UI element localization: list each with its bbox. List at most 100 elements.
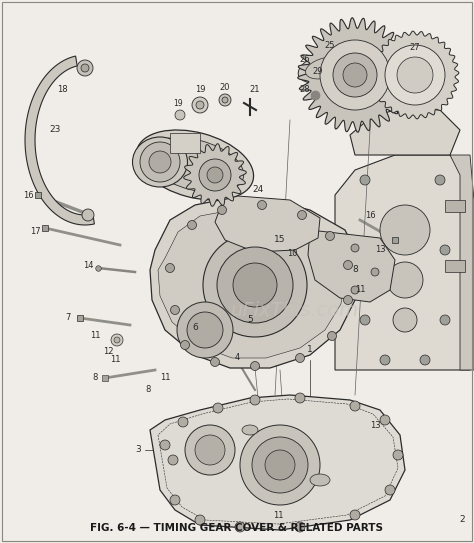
Circle shape xyxy=(195,515,205,525)
Polygon shape xyxy=(150,395,405,530)
Text: 18: 18 xyxy=(57,85,67,94)
Circle shape xyxy=(328,331,337,340)
Circle shape xyxy=(360,315,370,325)
Circle shape xyxy=(360,245,370,255)
Circle shape xyxy=(240,425,320,505)
Circle shape xyxy=(333,53,377,97)
Ellipse shape xyxy=(310,474,330,486)
Circle shape xyxy=(82,209,94,221)
Circle shape xyxy=(170,495,180,505)
Text: uFixThis.com: uFixThis.com xyxy=(231,300,359,319)
Circle shape xyxy=(250,395,260,405)
Ellipse shape xyxy=(137,130,254,200)
Text: 10: 10 xyxy=(287,249,297,257)
Circle shape xyxy=(233,263,277,307)
Text: 8: 8 xyxy=(92,374,98,382)
Circle shape xyxy=(420,355,430,365)
Text: 11: 11 xyxy=(160,374,170,382)
Circle shape xyxy=(195,435,225,465)
Circle shape xyxy=(213,403,223,413)
Circle shape xyxy=(175,110,185,120)
Circle shape xyxy=(371,268,379,276)
Circle shape xyxy=(387,262,423,298)
Circle shape xyxy=(168,455,178,465)
Text: 11: 11 xyxy=(273,510,283,520)
Text: FIG. 6-4 — TIMING GEAR COVER & RELATED PARTS: FIG. 6-4 — TIMING GEAR COVER & RELATED P… xyxy=(91,523,383,533)
Circle shape xyxy=(350,510,360,520)
Text: 29: 29 xyxy=(313,67,323,77)
Circle shape xyxy=(218,205,227,214)
Circle shape xyxy=(207,167,223,183)
Circle shape xyxy=(196,101,204,109)
Circle shape xyxy=(435,175,445,185)
Text: 11: 11 xyxy=(355,286,365,294)
Circle shape xyxy=(393,450,403,460)
Circle shape xyxy=(149,151,171,173)
Circle shape xyxy=(187,312,223,348)
Circle shape xyxy=(185,425,235,475)
Text: 24: 24 xyxy=(252,186,264,194)
Text: 26: 26 xyxy=(300,55,310,65)
Circle shape xyxy=(114,337,120,343)
Bar xyxy=(445,200,465,212)
Circle shape xyxy=(380,355,390,365)
Circle shape xyxy=(360,175,370,185)
Circle shape xyxy=(217,247,293,323)
Circle shape xyxy=(235,522,245,532)
Text: 13: 13 xyxy=(374,245,385,255)
Circle shape xyxy=(192,97,208,113)
Circle shape xyxy=(199,159,231,191)
Text: 13: 13 xyxy=(370,420,380,430)
Circle shape xyxy=(295,522,305,532)
Text: 20: 20 xyxy=(220,84,230,92)
Circle shape xyxy=(222,97,228,103)
Circle shape xyxy=(265,450,295,480)
Circle shape xyxy=(177,302,233,358)
Text: 15: 15 xyxy=(274,236,286,244)
Circle shape xyxy=(351,286,359,294)
Circle shape xyxy=(250,362,259,370)
Circle shape xyxy=(219,94,231,106)
Polygon shape xyxy=(158,210,345,358)
Text: 2: 2 xyxy=(459,515,465,525)
Polygon shape xyxy=(350,108,460,155)
Circle shape xyxy=(111,334,123,346)
Polygon shape xyxy=(298,17,412,132)
Ellipse shape xyxy=(146,137,244,192)
Polygon shape xyxy=(183,143,246,206)
Circle shape xyxy=(344,295,353,305)
Circle shape xyxy=(298,211,307,219)
Text: 19: 19 xyxy=(173,99,183,109)
Circle shape xyxy=(385,45,445,105)
Circle shape xyxy=(380,205,430,255)
Polygon shape xyxy=(335,155,470,370)
Circle shape xyxy=(326,231,335,241)
Polygon shape xyxy=(25,56,94,225)
Text: 1: 1 xyxy=(307,345,313,355)
Text: 8: 8 xyxy=(146,386,151,395)
Text: 4: 4 xyxy=(234,353,240,363)
Polygon shape xyxy=(371,31,459,119)
Polygon shape xyxy=(308,230,395,302)
Polygon shape xyxy=(150,198,360,368)
Text: 14: 14 xyxy=(83,261,93,269)
Circle shape xyxy=(81,64,89,72)
Circle shape xyxy=(295,393,305,403)
Circle shape xyxy=(385,485,395,495)
Text: 12: 12 xyxy=(103,348,113,357)
Ellipse shape xyxy=(298,53,352,83)
Circle shape xyxy=(320,40,390,110)
Text: 11: 11 xyxy=(90,331,100,339)
Text: 28: 28 xyxy=(300,85,310,94)
Text: 21: 21 xyxy=(250,85,260,94)
Text: 25: 25 xyxy=(325,41,335,49)
Circle shape xyxy=(380,415,390,425)
Polygon shape xyxy=(450,155,474,370)
Text: 8: 8 xyxy=(352,266,358,275)
Bar xyxy=(170,133,200,153)
Circle shape xyxy=(210,357,219,367)
Circle shape xyxy=(160,440,170,450)
Text: 19: 19 xyxy=(195,85,205,94)
Text: 17: 17 xyxy=(30,228,40,237)
Circle shape xyxy=(165,263,174,273)
